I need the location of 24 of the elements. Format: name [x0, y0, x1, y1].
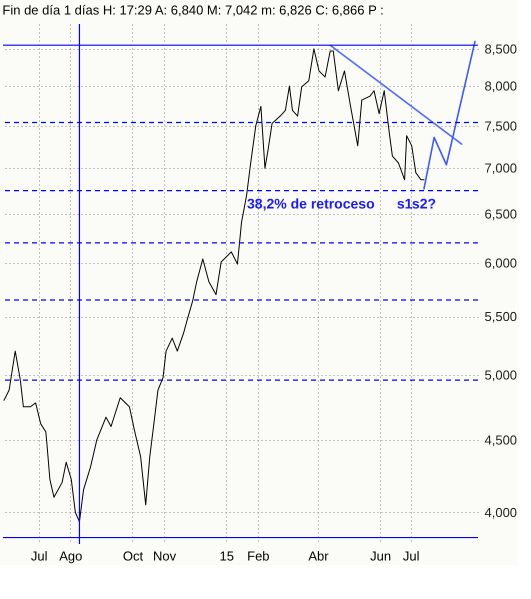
y-tick-label: 4,500 — [484, 432, 518, 448]
annotation: s2? — [412, 196, 436, 212]
chart-title: Fin de día 1 días H: 17:29 A: 6,840 M: 7,042 m: 6,826 C: 6,866 P : — [2, 2, 384, 18]
y-tick-label: 8,000 — [484, 78, 518, 94]
y-tick-label: 7,500 — [484, 118, 518, 134]
annotation: 38,2% de retroceso — [247, 196, 375, 212]
x-tick-label: Abr — [308, 548, 330, 564]
y-tick-label: 7,000 — [484, 160, 518, 176]
x-tick-label: Jul — [30, 548, 48, 564]
x-tick-label: Ago — [59, 548, 82, 564]
x-tick-label: Jul — [402, 548, 420, 564]
x-tick-label: Feb — [247, 548, 270, 564]
y-tick-label: 6,500 — [484, 206, 518, 222]
y-tick-label: 6,000 — [484, 256, 518, 271]
line-series — [423, 40, 476, 190]
x-tick-label: 15 — [219, 548, 234, 564]
x-tick-label: Nov — [152, 548, 177, 564]
y-tick-label: 5,500 — [484, 309, 518, 324]
annotation: s1 — [396, 196, 413, 212]
x-tick-label: Jun — [370, 548, 392, 564]
y-tick-label: 5,000 — [484, 368, 518, 383]
y-tick-label: 8,500 — [484, 41, 518, 56]
x-tick-label: Oct — [122, 548, 144, 564]
y-tick-label: 4,000 — [484, 504, 518, 520]
